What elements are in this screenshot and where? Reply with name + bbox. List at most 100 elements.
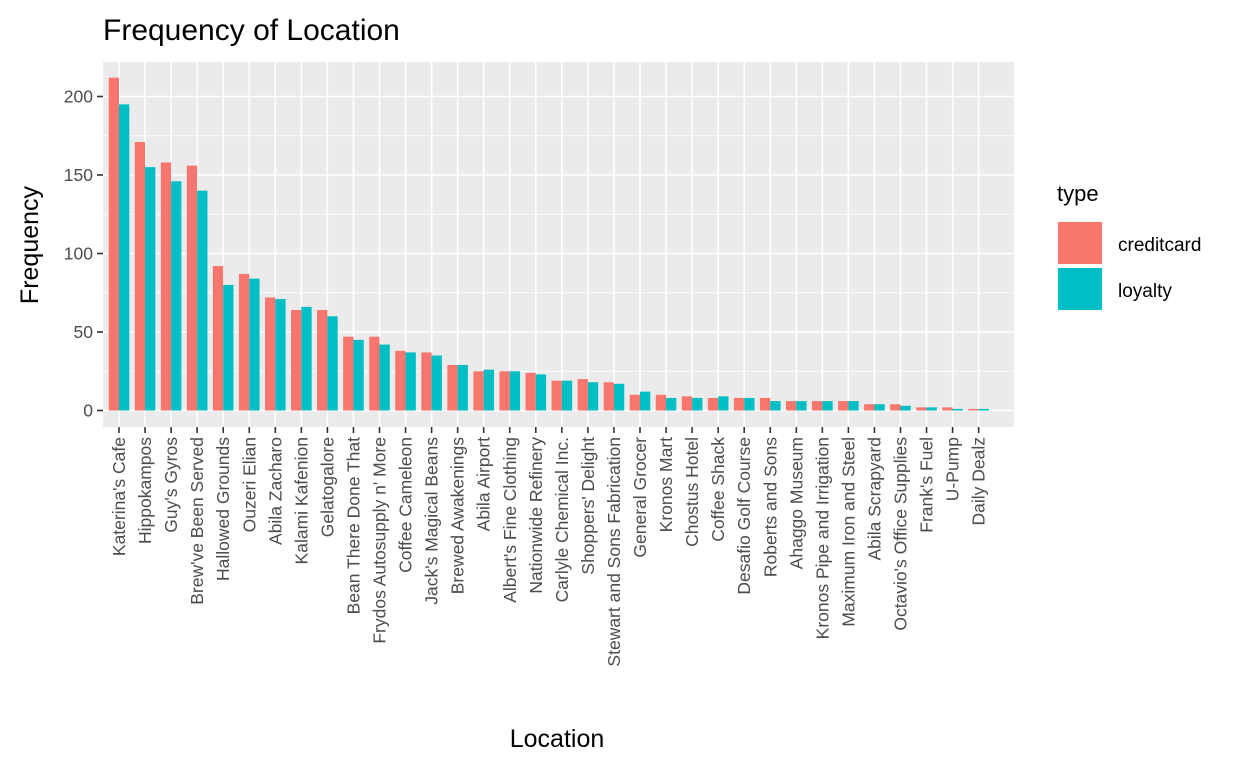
bar-creditcard (968, 408, 979, 411)
bar-creditcard (499, 371, 510, 411)
x-tick-label: Octavio's Office Supplies (891, 437, 911, 631)
bar-creditcard (733, 397, 745, 411)
bar-creditcard (238, 273, 250, 411)
bar-loyalty (561, 380, 573, 411)
y-tick-label: 0 (83, 401, 93, 421)
bar-loyalty (431, 355, 442, 411)
bar-creditcard (447, 364, 458, 411)
x-tick-label: Albert's Fine Clothing (500, 437, 520, 603)
y-axis-title: Frequency (16, 185, 44, 304)
bar-creditcard (812, 401, 823, 411)
bar-loyalty (796, 401, 807, 411)
x-tick-label: Coffee Cameleon (396, 437, 416, 573)
bar-creditcard (265, 297, 276, 411)
x-tick-label: Stewart and Sons Fabrication (604, 437, 624, 667)
bar-loyalty (301, 306, 312, 411)
bar-loyalty (952, 408, 963, 411)
bar-loyalty (171, 181, 182, 411)
bar-creditcard (108, 77, 119, 411)
bar-loyalty (640, 391, 651, 411)
bar-loyalty (770, 401, 781, 411)
bar-loyalty (327, 316, 338, 411)
bar-loyalty (457, 364, 468, 411)
bar-creditcard (212, 266, 224, 411)
bar-creditcard (525, 372, 536, 411)
bar-creditcard (186, 165, 198, 411)
bar-loyalty (353, 339, 364, 411)
bar-loyalty (718, 396, 729, 411)
bar-loyalty (587, 382, 599, 411)
x-tick-label: Ahaggo Museum (786, 437, 806, 569)
bar-creditcard (343, 336, 354, 411)
bar-loyalty (535, 374, 547, 411)
y-axis: 0 50 100 150 200 (64, 87, 103, 421)
bar-loyalty (822, 401, 833, 411)
y-tick-label: 100 (64, 244, 93, 264)
bar-loyalty (249, 278, 260, 411)
bar-creditcard (890, 404, 901, 411)
bar-loyalty (509, 371, 521, 411)
x-tick-label: Frydos Autosupply n' More (370, 437, 390, 644)
bar-creditcard (395, 350, 406, 411)
bar-creditcard (317, 310, 328, 411)
x-tick-label: Coffee Shack (708, 437, 728, 542)
x-tick-label: Jack's Magical Beans (422, 437, 442, 605)
x-tick-label: Hippokampos (135, 437, 155, 544)
x-tick-label: Shoppers' Delight (578, 437, 598, 575)
x-tick-label: Nationwide Refinery (526, 437, 546, 594)
bar-loyalty (692, 397, 703, 411)
x-tick-label: Kronos Pipe and Irrigation (812, 437, 832, 639)
legend-label-creditcard: creditcard (1118, 235, 1201, 256)
x-tick-label: General Grocer (630, 437, 650, 558)
legend: type creditcard loyalty (1057, 181, 1201, 310)
x-tick-label: Bean There Done That (343, 437, 363, 615)
bar-loyalty (483, 369, 494, 411)
legend-key-creditcard (1058, 222, 1102, 264)
x-tick-label: Brew've Been Served (187, 437, 207, 605)
x-axis-title: Location (510, 725, 605, 753)
bar-loyalty (405, 352, 416, 411)
bar-creditcard (134, 142, 146, 411)
x-tick-label: Daily Dealz (969, 437, 989, 526)
bar-loyalty (613, 383, 625, 411)
bar-loyalty (926, 407, 937, 411)
x-tick-label: Abila Airport (474, 437, 494, 531)
x-tick-label: Brewed Awakenings (448, 437, 468, 595)
x-tick-label: Gelatogalore (317, 437, 337, 537)
x-tick-label: Abila Zacharo (265, 437, 285, 545)
bar-creditcard (838, 401, 849, 411)
bar-loyalty (874, 404, 885, 411)
legend-key-loyalty (1058, 268, 1102, 310)
x-tick-label: Chostus Hotel (682, 437, 702, 547)
bar-loyalty (119, 104, 130, 411)
bar-loyalty (848, 401, 859, 411)
x-tick-label: Abila Scrapyard (864, 437, 884, 561)
bar-creditcard (369, 336, 380, 411)
chart-title: Frequency of Location (103, 14, 400, 47)
bar-creditcard (160, 162, 172, 411)
x-tick-label: Kalami Kafenion (291, 437, 311, 564)
x-tick-label: Desafio Golf Course (734, 437, 754, 595)
bar-creditcard (551, 380, 562, 411)
bar-loyalty (744, 397, 755, 411)
bar-creditcard (864, 404, 875, 411)
bar-loyalty (223, 284, 234, 411)
x-tick-label: Hallowed Grounds (213, 437, 233, 581)
bar-creditcard (291, 310, 302, 411)
bar-creditcard (759, 397, 771, 411)
bar-creditcard (786, 401, 797, 411)
x-tick-label: Ouzeri Elian (239, 437, 259, 532)
bar-creditcard (629, 394, 640, 411)
bar-loyalty (978, 408, 989, 411)
y-tick-label: 200 (64, 87, 93, 107)
x-tick-label: Guy's Gyros (161, 437, 181, 533)
x-tick-label: Carlyle Chemical Inc. (552, 437, 572, 602)
bar-creditcard (655, 394, 667, 411)
x-tick-label: Frank's Fuel (917, 437, 937, 533)
y-tick-label: 150 (64, 165, 93, 185)
bar-creditcard (681, 396, 693, 411)
bar-loyalty (145, 167, 156, 411)
bar-loyalty (666, 397, 677, 411)
bars-group (108, 77, 989, 411)
